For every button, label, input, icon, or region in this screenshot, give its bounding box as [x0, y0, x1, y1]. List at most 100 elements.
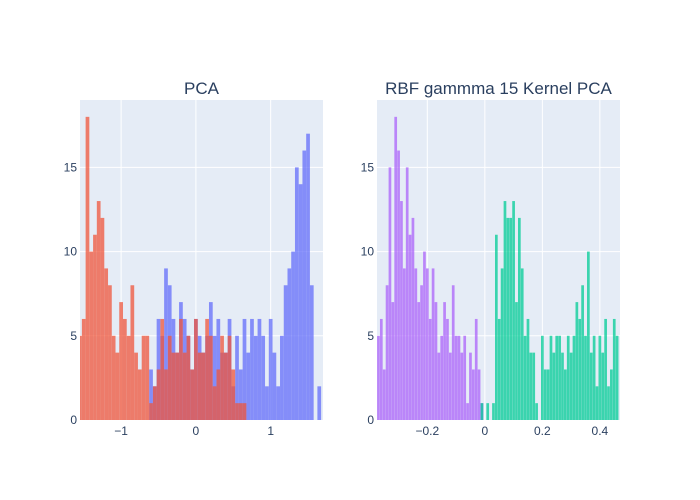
histogram-bar [587, 251, 590, 420]
histogram-bar [111, 335, 116, 420]
histogram-bar [589, 352, 593, 420]
x-tick-label: 0 [193, 424, 200, 438]
histogram-bar [443, 302, 446, 420]
histogram-bar [235, 403, 239, 420]
histogram-bar [572, 335, 576, 420]
histogram-bar [306, 133, 310, 420]
histogram-bar [543, 369, 547, 420]
histogram-bar [460, 352, 464, 420]
histogram-bars [377, 116, 619, 420]
histogram-bar [402, 268, 406, 420]
y-tick-label: 10 [361, 245, 375, 259]
histogram-bar [212, 335, 217, 420]
histogram-bar [379, 318, 383, 420]
histogram-bar [175, 352, 180, 420]
histogram-bar [451, 285, 455, 420]
histogram-bar [137, 369, 142, 420]
histogram-bar [512, 201, 515, 420]
histogram-bar [171, 352, 176, 420]
histogram-bar [575, 302, 579, 420]
histogram-bar [231, 369, 236, 420]
histogram-bar [205, 318, 209, 420]
histogram-bar [428, 318, 432, 420]
histogram-bar [607, 386, 610, 420]
histogram-bar [257, 318, 262, 420]
histogram-bar [220, 335, 224, 420]
histogram-bar [89, 251, 94, 420]
histogram-bar [152, 386, 157, 420]
histogram-bar [100, 217, 105, 420]
x-tick-label: −1 [114, 424, 128, 438]
histogram-bar [182, 352, 187, 420]
histogram-bar [167, 335, 172, 420]
histogram-bar [145, 335, 150, 420]
histogram-bar [250, 318, 254, 420]
histogram-bar [223, 352, 228, 420]
histogram-bar [238, 403, 243, 420]
histogram-bar [420, 285, 423, 420]
histogram-bar [457, 335, 461, 420]
histogram-bar [552, 352, 556, 420]
histogram-bar [268, 318, 273, 420]
histogram-bar [149, 369, 153, 420]
histogram-bar [149, 403, 153, 420]
histogram-bar [265, 386, 269, 420]
pca-subplot: 0 5 10 15 −1 0 1 PCA [64, 79, 323, 438]
histogram-bar [141, 335, 146, 420]
histogram-bar [104, 268, 109, 420]
histogram-bar [440, 335, 444, 420]
histogram-bar [235, 335, 239, 420]
histogram-bar [119, 302, 123, 420]
histogram-bar [584, 335, 587, 420]
histogram-bar [448, 352, 452, 420]
histogram-bar [309, 285, 314, 420]
histogram-bar [515, 302, 518, 420]
histogram-bar [431, 268, 435, 420]
histogram-bar [388, 167, 392, 420]
histogram-bar [581, 285, 584, 420]
histogram-bar [246, 352, 251, 420]
histogram-bar [592, 335, 596, 420]
histogram-bar [500, 268, 504, 420]
histogram-bar [506, 217, 510, 420]
histogram-bar [85, 116, 90, 420]
histogram-bar [108, 285, 112, 420]
y-tick-label: 5 [367, 329, 374, 343]
kernel-pca-subplot: 0 5 10 15 −0.2 0 0.2 0.4 RBF gammma 15 Kernel PC… [361, 79, 620, 438]
x-tick-label: 0 [481, 424, 488, 438]
histogram-bar [569, 352, 573, 420]
histogram-bar [612, 318, 616, 420]
histogram-bar [471, 369, 475, 420]
histogram-bar [134, 352, 138, 420]
histogram-bar [227, 335, 232, 420]
histogram-bar [298, 184, 303, 420]
histogram-bar [261, 335, 266, 420]
histogram-bar [549, 335, 553, 420]
histogram-bar [497, 318, 501, 420]
histogram-bar [466, 403, 469, 420]
histogram-bar [382, 369, 386, 420]
y-tick-label: 10 [64, 245, 78, 259]
histogram-bar [555, 335, 559, 420]
histogram-bar [446, 318, 449, 420]
histogram-bar [81, 318, 86, 420]
histogram-bar [130, 285, 135, 420]
histogram-bar [486, 403, 490, 420]
histogram-bar [494, 234, 498, 420]
histogram-bar [238, 369, 243, 420]
histogram-bar [417, 302, 421, 420]
histogram-bar [400, 201, 403, 420]
histogram-bar [164, 369, 168, 420]
histogram-bar [610, 369, 613, 420]
histogram-bar [253, 335, 258, 420]
subplot-title: RBF gammma 15 Kernel PCA [385, 79, 612, 98]
histogram-bar [532, 352, 536, 420]
histogram-bar [394, 116, 398, 420]
histogram-bar [546, 369, 550, 420]
histogram-bar [578, 318, 582, 420]
histogram-bar [397, 150, 400, 420]
histogram-bar [558, 335, 561, 420]
histogram-bar [454, 335, 458, 420]
histogram-bar [425, 268, 429, 420]
